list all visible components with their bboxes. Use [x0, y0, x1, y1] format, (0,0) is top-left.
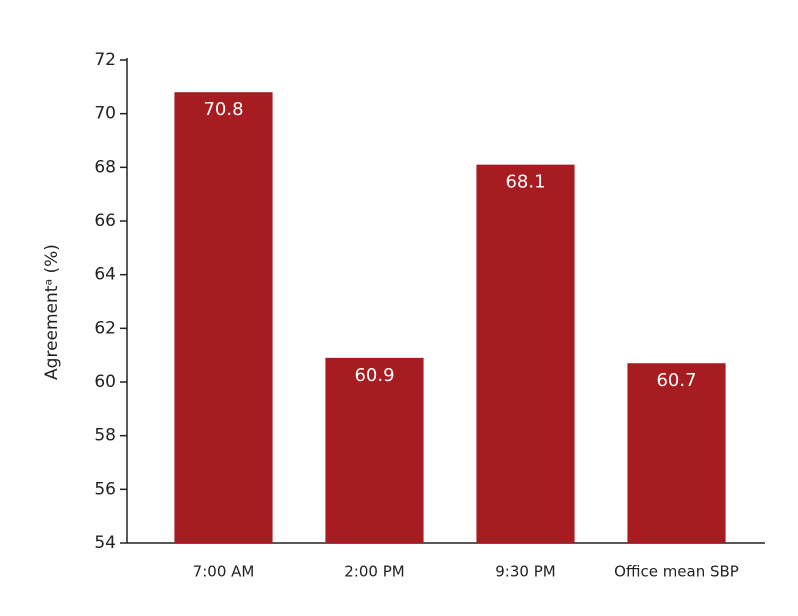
y-tick-label: 68	[94, 157, 116, 177]
bar	[325, 357, 424, 543]
y-tick-label: 60	[94, 372, 116, 392]
y-tick-label: 66	[94, 211, 116, 231]
x-tick-label: 7:00 AM	[193, 563, 255, 581]
y-axis-label: Agreementᵃ (%)	[42, 244, 62, 380]
y-tick-label: 58	[94, 426, 116, 446]
value-label: 60.7	[656, 370, 696, 391]
value-label: 60.9	[354, 365, 394, 386]
bar	[174, 92, 273, 543]
value-label: 68.1	[505, 172, 545, 193]
y-tick-label: 70	[94, 104, 116, 124]
x-tick-label: 9:30 PM	[495, 563, 555, 581]
value-label: 70.8	[203, 99, 243, 120]
bar	[627, 363, 726, 543]
x-tick-label: Office mean SBP	[614, 563, 739, 581]
y-tick-label: 64	[94, 265, 116, 285]
y-tick-label: 72	[94, 50, 116, 70]
bar	[476, 164, 575, 543]
y-tick-label: 62	[94, 318, 116, 338]
x-tick-label: 2:00 PM	[344, 563, 404, 581]
y-tick-label: 56	[94, 479, 116, 499]
y-tick-label: 54	[94, 533, 116, 553]
